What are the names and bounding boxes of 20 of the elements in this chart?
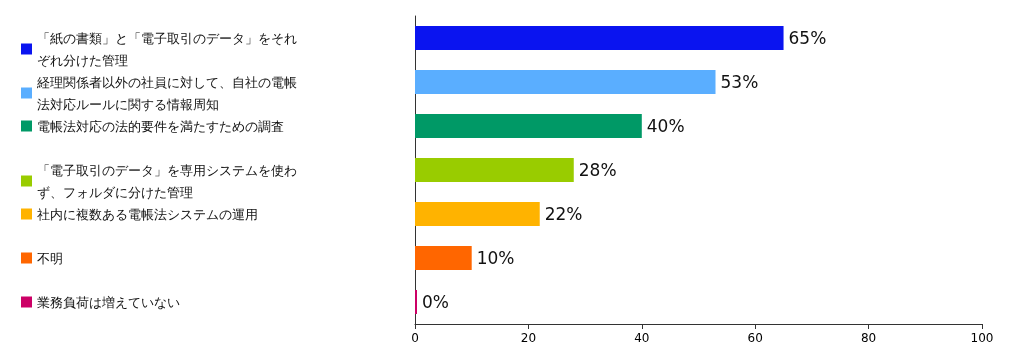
x-tick-label: 20 xyxy=(520,331,537,345)
x-tick-label: 40 xyxy=(634,331,650,345)
data-label: 10% xyxy=(476,248,515,268)
legend-label: 業務負荷は増えていない xyxy=(37,294,180,310)
x-tick-label: 0 xyxy=(411,331,419,345)
x-tick-label: 60 xyxy=(747,331,763,345)
x-tick-label: 100 xyxy=(970,331,994,345)
data-label: 53% xyxy=(720,72,759,92)
data-label: 0% xyxy=(422,292,449,312)
x-tick-label: 80 xyxy=(860,331,877,345)
legend-label: 不明 xyxy=(37,250,63,266)
legend-label: 経理関係者以外の社員に対して、自社の電帳法対応ルールに関する情報周知 xyxy=(36,74,297,112)
data-label: 22% xyxy=(544,204,583,224)
legend-label: 電帳法対応の法的要件を満たすための調査 xyxy=(37,118,284,134)
legend-label: 「紙の書類」と「電子取引のデータ」をそれぞれ分けた管理 xyxy=(37,30,297,68)
data-label: 40% xyxy=(646,116,685,136)
legend-label: 社内に複数ある電帳法システムの運用 xyxy=(37,206,258,222)
data-label: 65% xyxy=(788,28,827,48)
data-label: 28% xyxy=(578,160,617,180)
legend-label: 「電子取引のデータ」を専用システムを使わず、フォルダに分けた管理 xyxy=(37,162,297,200)
